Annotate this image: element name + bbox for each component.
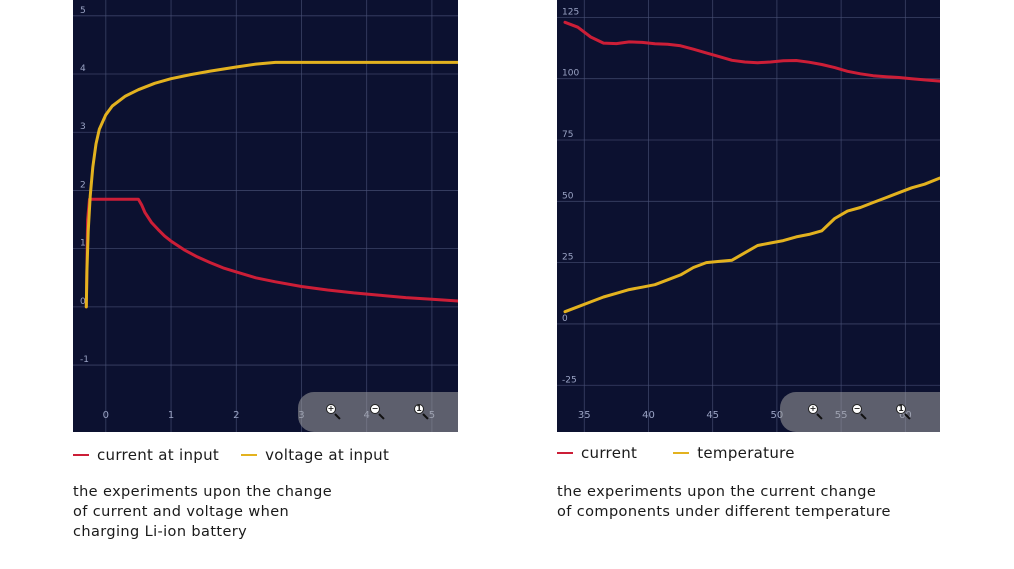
legend-item-current-at-input[interactable]: current at input xyxy=(73,446,219,464)
x-tick-label: 50 xyxy=(771,410,784,421)
zoom-in-icon: + xyxy=(326,404,336,414)
x-tick-label: 45 xyxy=(706,410,719,421)
zoom-reset-icon: 1 xyxy=(896,404,906,414)
x-tick-label: 0 xyxy=(103,410,109,421)
legend-swatch-red xyxy=(557,452,573,454)
y-tick-label: -1 xyxy=(80,355,89,365)
y-tick-label: 0 xyxy=(562,314,568,324)
y-tick-label: 4 xyxy=(80,64,86,74)
legend-swatch-red xyxy=(73,454,89,456)
caption-line: the experiments upon the current change xyxy=(557,484,877,500)
y-tick-label: 1 xyxy=(80,239,86,249)
zoom-reset-button[interactable]: 1 xyxy=(414,404,430,420)
y-tick-label: 0 xyxy=(80,297,86,307)
zoom-out-icon: − xyxy=(852,404,862,414)
legend: current temperature xyxy=(557,444,940,462)
series-line-current[interactable] xyxy=(563,20,940,83)
x-tick-label: 35 xyxy=(578,410,591,421)
x-tick-label: 40 xyxy=(642,410,655,421)
zoom-in-button[interactable]: + xyxy=(808,404,824,420)
zoom-toolbar: + − 1 xyxy=(298,392,458,432)
zoom-in-button[interactable]: + xyxy=(326,404,342,420)
legend-item-voltage-at-input[interactable]: voltage at input xyxy=(241,446,389,464)
zoom-out-icon: − xyxy=(370,404,380,414)
zoom-in-icon: + xyxy=(808,404,818,414)
legend: current at input voltage at input xyxy=(73,446,458,464)
legend-item-temperature[interactable]: temperature xyxy=(673,444,795,462)
y-tick-label: 5 xyxy=(80,6,86,16)
y-tick-label: 25 xyxy=(562,253,573,263)
zoom-toolbar: + − 1 xyxy=(780,392,940,432)
series-line-voltage-at-input[interactable] xyxy=(84,60,458,309)
y-tick-label: -25 xyxy=(562,375,577,385)
chart-caption: the experiments upon the change of curre… xyxy=(73,482,458,542)
y-tick-label: 125 xyxy=(562,7,579,17)
zoom-reset-icon: 1 xyxy=(414,404,424,414)
caption-line: of components under different temperatur… xyxy=(557,504,891,520)
legend-label: temperature xyxy=(697,444,795,462)
legend-swatch-yellow xyxy=(673,452,690,454)
series-line-current-at-input[interactable] xyxy=(84,197,458,309)
legend-swatch-yellow xyxy=(241,454,258,456)
y-tick-label: 100 xyxy=(562,69,579,79)
y-tick-label: 3 xyxy=(80,122,86,132)
y-tick-label: 75 xyxy=(562,130,573,140)
legend-label: current at input xyxy=(97,446,220,464)
legend-label: voltage at input xyxy=(265,446,390,464)
x-tick-label: 1 xyxy=(168,410,174,421)
y-tick-label: 50 xyxy=(562,191,574,201)
zoom-out-button[interactable]: − xyxy=(852,404,868,420)
caption-line: charging Li-ion battery xyxy=(73,524,248,540)
zoom-out-button[interactable]: − xyxy=(370,404,386,420)
caption-line: of current and voltage when xyxy=(73,504,290,520)
zoom-reset-button[interactable]: 1 xyxy=(896,404,912,420)
x-tick-label: 2 xyxy=(233,410,239,421)
chart-caption: the experiments upon the current change … xyxy=(557,482,940,522)
series-line-temperature[interactable] xyxy=(563,176,940,314)
legend-item-current[interactable]: current xyxy=(557,444,637,462)
legend-label: current xyxy=(581,444,638,462)
y-tick-label: 2 xyxy=(80,180,86,190)
caption-line: the experiments upon the change xyxy=(73,484,333,500)
